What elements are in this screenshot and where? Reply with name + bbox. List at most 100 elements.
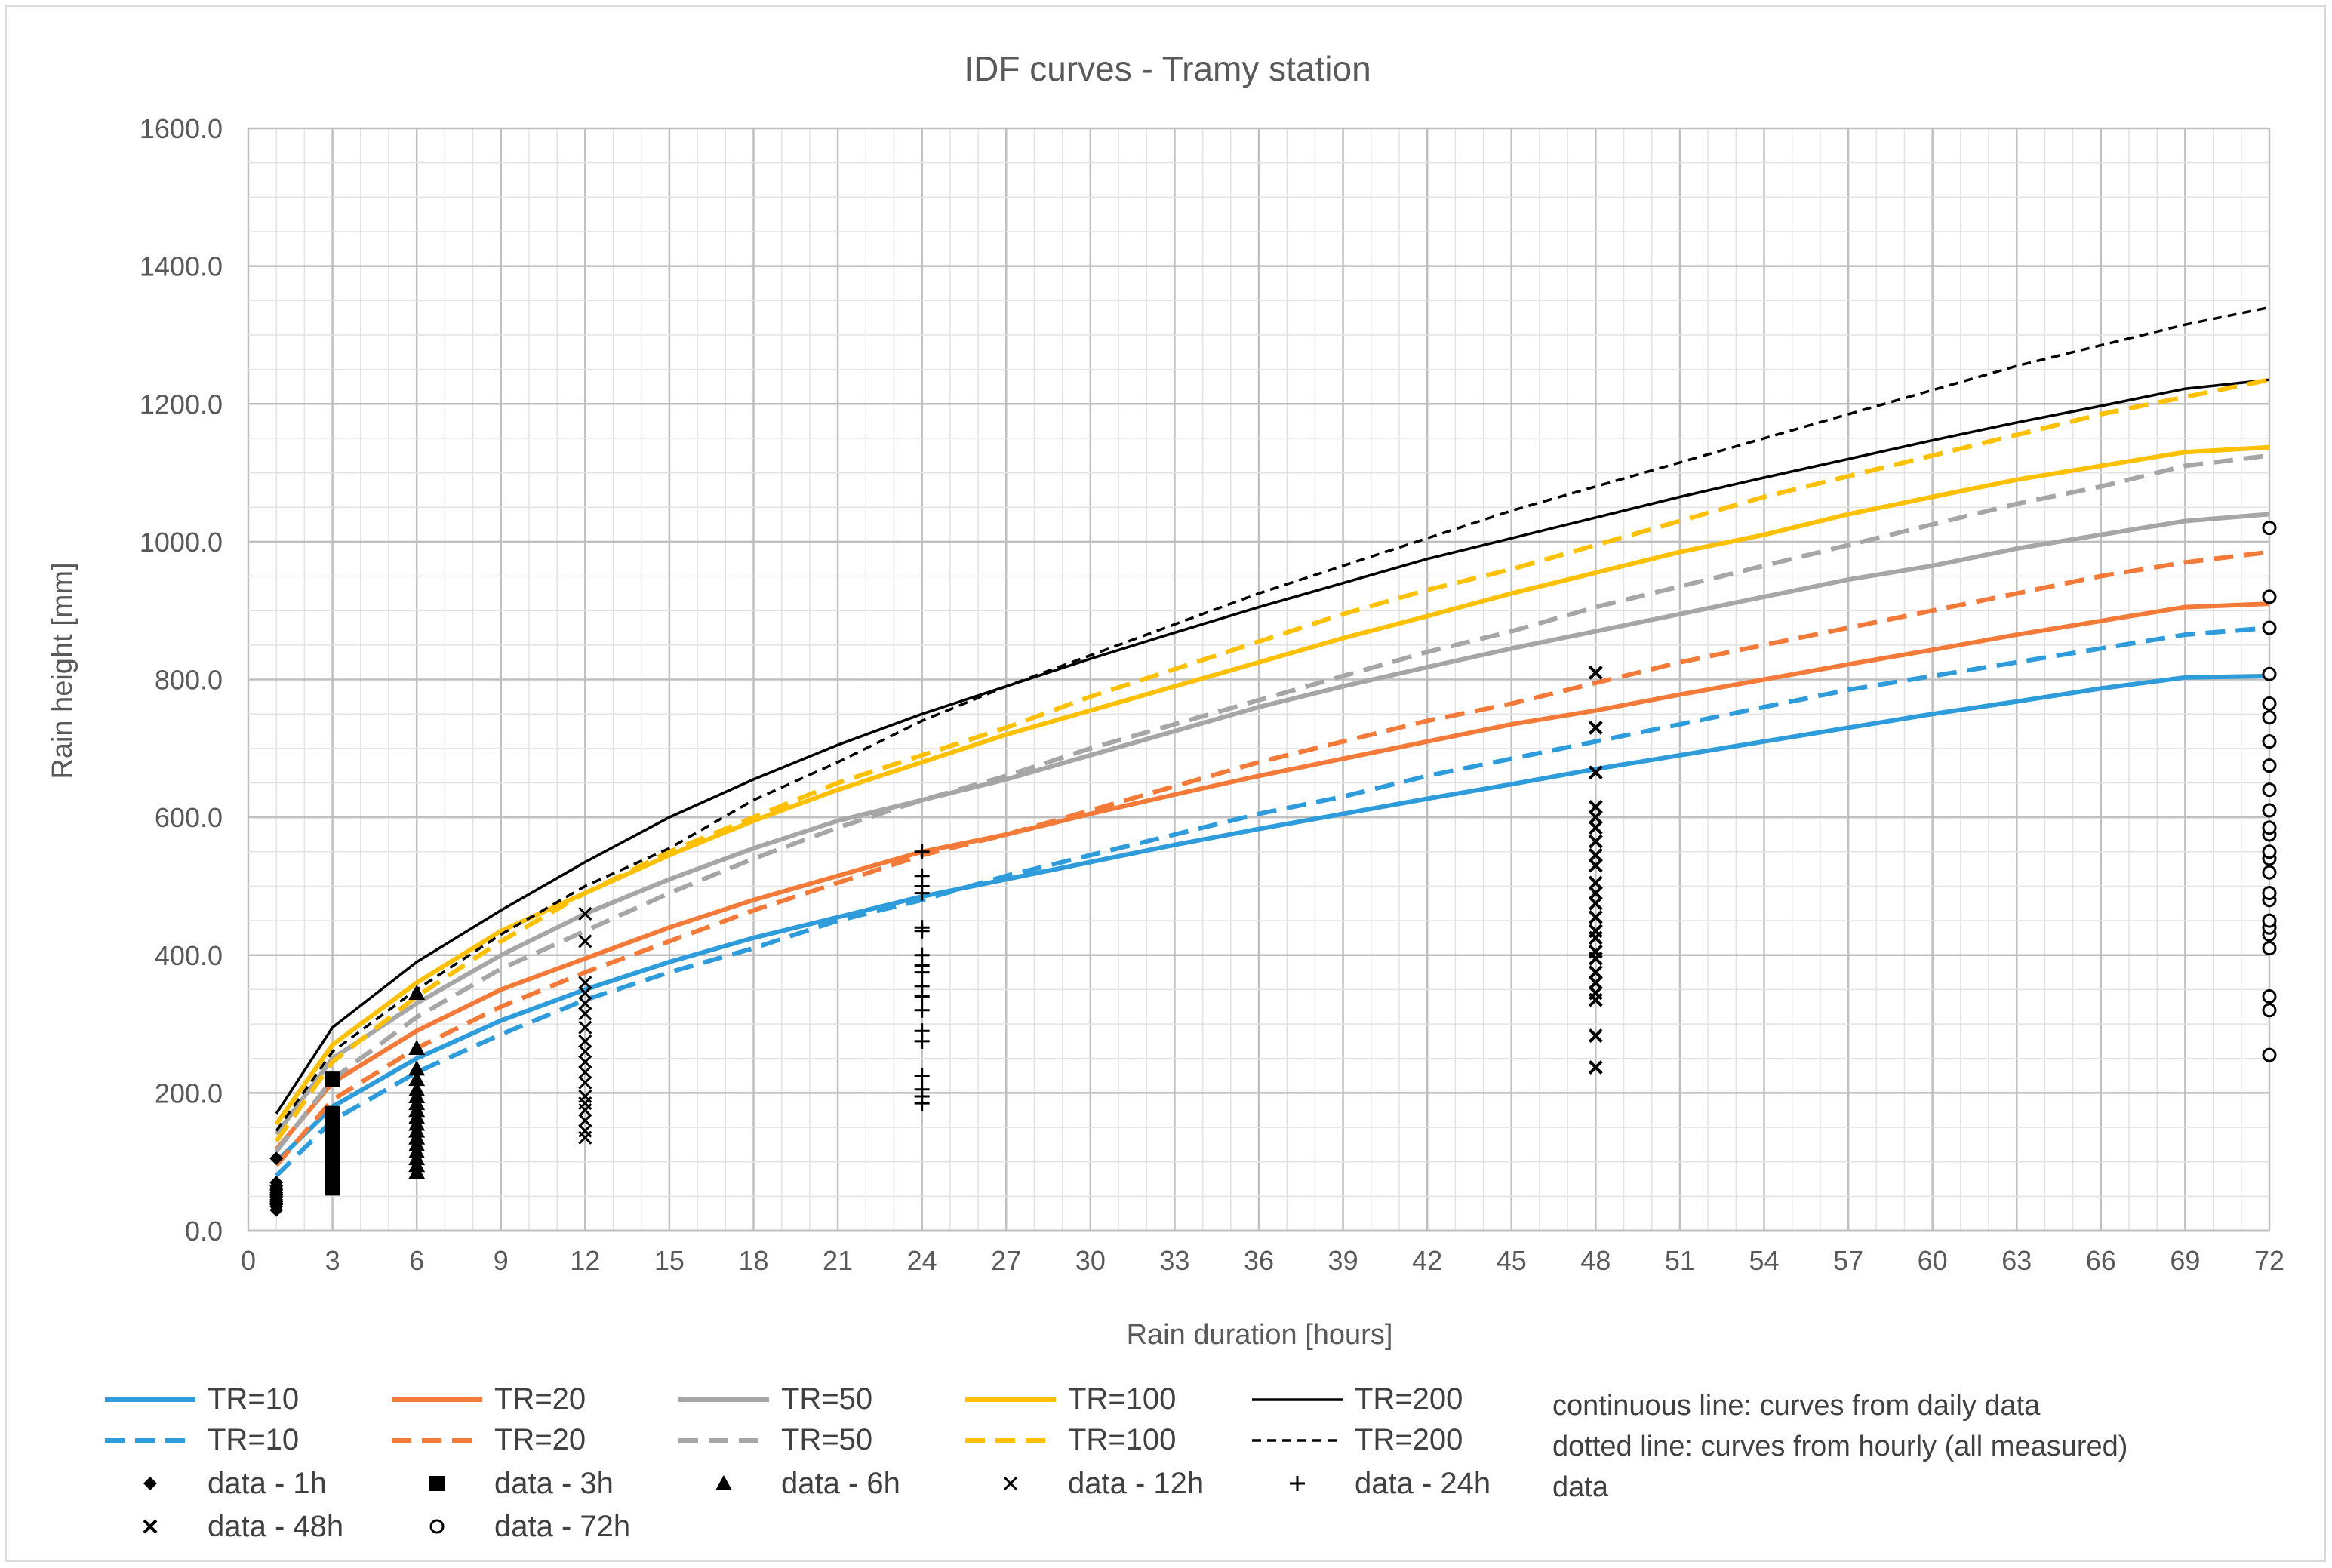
series-line-solid-tr200: [275, 378, 2270, 1115]
legend-marker-24h: [1290, 1476, 1305, 1491]
y-tick-label: 800.0: [155, 665, 223, 696]
legend-label: TR=50: [781, 1423, 872, 1456]
x-tick-label: 63: [2001, 1245, 2032, 1276]
x-tick-label: 6: [409, 1245, 424, 1276]
legend-label: TR=10: [208, 1423, 299, 1456]
y-tick-label: 1600.0: [140, 113, 223, 144]
legend-note: continuous line: curves from daily data: [1552, 1390, 2041, 1422]
scatter-point-12h: [578, 1034, 592, 1048]
scatter-point-48h: [1588, 1060, 1603, 1075]
y-tick-label: 1000.0: [140, 527, 223, 558]
x-tick-label: 30: [1075, 1245, 1106, 1276]
scatter-point-48h: [1588, 847, 1603, 862]
scatter-point-72h: [2262, 913, 2277, 928]
legend-label: data - 6h: [781, 1467, 900, 1500]
series-line-dashed-tr200: [275, 306, 2270, 1132]
scatter-point-12h: [578, 1089, 592, 1104]
scatter-point-24h: [914, 1002, 930, 1018]
series-line-dashed-tr10: [275, 626, 2270, 1178]
legend-label: TR=200: [1355, 1423, 1463, 1456]
scatter-point-72h: [2262, 696, 2277, 711]
scatter-point-6h: [408, 1071, 426, 1087]
scatter-point-48h: [1588, 800, 1603, 814]
scatter-point-48h: [1588, 924, 1603, 939]
x-tick-label: 66: [2086, 1245, 2116, 1276]
chart-title: IDF curves - Tramy station: [964, 49, 1371, 88]
scatter-point-24h: [914, 844, 930, 859]
x-tick-label: 24: [907, 1245, 937, 1276]
idf-chart: IDF curves - Tramy station 0 3 6 9 12 15 18 21 2…: [47, 49, 2284, 1543]
scatter-point-72h: [2262, 782, 2277, 798]
scatter-point-48h: [1588, 665, 1603, 680]
scatter-point-1h: [269, 1151, 284, 1166]
scatter-point-12h: [578, 1044, 592, 1059]
legend-label: TR=20: [494, 1423, 586, 1456]
axes: 0 3 6 9 12 15 18 21 24 27 30 33 36 39 42 45 48 51 54 57 60 63…: [140, 113, 2284, 1276]
series-line-solid-tr100: [274, 444, 2270, 1126]
scatter-point-12h: [578, 1007, 592, 1021]
legend-label: TR=50: [781, 1382, 872, 1416]
scatter-point-72h: [2262, 941, 2277, 956]
x-tick-label: 69: [2170, 1245, 2200, 1276]
x-tick-label: 9: [494, 1245, 509, 1276]
legend-marker-1h: [143, 1477, 157, 1490]
legend-label: TR=20: [494, 1382, 586, 1416]
scatter-point-1h: [269, 1176, 284, 1190]
scatter-point-48h: [1588, 765, 1603, 780]
scatter-point-48h: [1588, 985, 1603, 1001]
legend-marker-72h: [429, 1519, 445, 1534]
scatter-point-24h: [914, 920, 930, 936]
x-tick-label: 42: [1412, 1245, 1442, 1276]
scatter-point-72h: [2262, 1003, 2277, 1018]
y-tick-label: 200.0: [155, 1078, 223, 1108]
scatter-point-72h: [2262, 710, 2277, 725]
scatter-point-48h: [1588, 965, 1603, 979]
scatter-point-24h: [914, 978, 930, 994]
scatter-point-12h: [578, 1113, 592, 1127]
scatter-point-48h: [1588, 975, 1603, 990]
scatter-point-48h: [1588, 834, 1603, 849]
y-tick-label: 400.0: [155, 940, 223, 971]
scatter-point-72h: [2262, 620, 2277, 635]
x-tick-label: 60: [1918, 1245, 1948, 1276]
scatter-point-72h: [2262, 844, 2277, 859]
legend-label: data - 72h: [494, 1510, 630, 1543]
chart-frame: IDF curves - Tramy station 0 3 6 9 12 15 18 21 2…: [5, 5, 2326, 1562]
scatter-points: [269, 521, 2277, 1217]
legend-label: data - 12h: [1068, 1467, 1204, 1500]
scatter-point-6h: [408, 1040, 426, 1056]
x-tick-label: 45: [1497, 1245, 1527, 1276]
scatter-point-48h: [1588, 944, 1603, 959]
y-axis-title: Rain height [mm]: [47, 562, 78, 779]
legend-label: data - 48h: [208, 1510, 343, 1543]
scatter-point-12h: [578, 1020, 592, 1035]
legend-marker-6h: [715, 1475, 732, 1490]
y-tick-label: 600.0: [155, 802, 223, 833]
scatter-point-48h: [1588, 721, 1603, 735]
scatter-point-48h: [1588, 910, 1603, 924]
legend-label: TR=200: [1355, 1382, 1463, 1416]
scatter-point-72h: [2262, 865, 2277, 880]
scatter-point-24h: [914, 1081, 930, 1097]
scatter-point-12h: [578, 1065, 592, 1080]
scatter-point-72h: [2262, 666, 2277, 681]
x-tick-label: 36: [1244, 1245, 1274, 1276]
x-tick-label: 27: [991, 1245, 1021, 1276]
scatter-point-6h: [408, 1060, 426, 1076]
scatter-point-12h: [578, 976, 592, 990]
series-line-dashed-tr20: [274, 549, 2270, 1167]
legend-marker-12h: [1003, 1476, 1018, 1491]
scatter-point-24h: [914, 868, 930, 884]
x-tick-label: 3: [325, 1245, 340, 1276]
series-lines: [274, 306, 2270, 1178]
series-line-dashed-tr50: [274, 453, 2270, 1153]
scatter-point-48h: [1588, 810, 1603, 825]
scatter-point-72h: [2262, 989, 2277, 1004]
series-line-solid-tr20: [274, 601, 2270, 1151]
scatter-point-12h: [578, 934, 592, 948]
scatter-point-72h: [2262, 820, 2277, 835]
scatter-point-72h: [2262, 521, 2277, 536]
scatter-point-72h: [2262, 734, 2277, 749]
legend-label: data - 24h: [1355, 1467, 1491, 1500]
scatter-point-72h: [2262, 886, 2277, 901]
